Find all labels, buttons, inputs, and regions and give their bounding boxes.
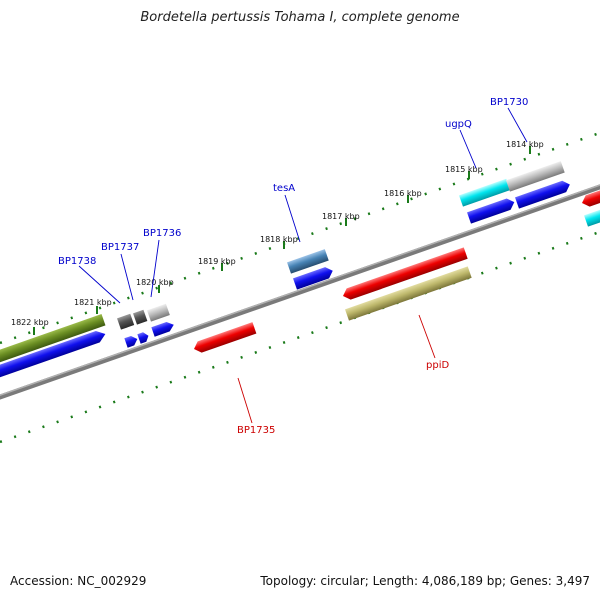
tick-label: 1815 kbp xyxy=(445,165,483,174)
tick-label: 1819 kbp xyxy=(198,257,236,266)
gene-feature-BP1736[interactable] xyxy=(147,303,170,322)
gene-label-BP1735[interactable]: BP1735 xyxy=(237,425,275,436)
outer-tick-track xyxy=(0,113,600,345)
gene-feature-ppiD[interactable] xyxy=(345,266,472,321)
gene-label-BP1736[interactable]: BP1736 xyxy=(143,228,181,239)
gene-feature-blue-BP1730[interactable] xyxy=(515,179,572,209)
map-title: Bordetella pertussis Tohama I, complete … xyxy=(140,10,460,25)
gene-feature-blue-tesA[interactable] xyxy=(293,265,335,290)
gene-label-tesA[interactable]: tesA xyxy=(273,183,295,194)
gene-feature-red-edge[interactable] xyxy=(580,184,600,209)
gene-feature-BP1737[interactable] xyxy=(133,309,148,325)
accession-text: Accession: NC_002929 xyxy=(10,574,147,588)
tick-label: 1818 kbp xyxy=(260,235,298,244)
gene-feature-small-blue-1[interactable] xyxy=(124,334,139,348)
gene-feature-red-large[interactable] xyxy=(341,247,468,301)
gene-label-ppiD[interactable]: ppiD xyxy=(426,360,449,371)
gene-feature-blue-long[interactable] xyxy=(0,328,107,390)
gene-feature-BP1730[interactable] xyxy=(506,161,565,192)
gene-feature-tesA[interactable] xyxy=(287,249,329,274)
label-leaders xyxy=(78,107,528,424)
gene-feature-ugpQ[interactable] xyxy=(459,178,511,207)
gene-feature-BP1738[interactable] xyxy=(117,313,135,330)
gene-feature-cyan-edge[interactable] xyxy=(584,202,600,227)
inner-tick-track xyxy=(0,212,600,444)
tick-label: 1822 kbp xyxy=(11,318,49,327)
gene-feature-small-blue-2[interactable] xyxy=(137,331,150,344)
tick-label: 1820 kbp xyxy=(136,278,174,287)
tick-label: 1816 kbp xyxy=(384,189,422,198)
gene-feature-BP1735[interactable] xyxy=(192,322,257,354)
tick-label: 1817 kbp xyxy=(322,212,360,221)
gene-feature-small-blue-3[interactable] xyxy=(151,320,175,337)
gene-feature-blue-ugpQ[interactable] xyxy=(467,196,516,224)
gene-feature-green[interactable] xyxy=(0,314,106,375)
gene-label-BP1737[interactable]: BP1737 xyxy=(101,242,139,253)
gene-label-ugpQ[interactable]: ugpQ xyxy=(445,119,472,130)
gene-label-BP1730[interactable]: BP1730 xyxy=(490,97,528,108)
genome-backbone xyxy=(0,173,600,403)
gene-label-BP1738[interactable]: BP1738 xyxy=(58,256,96,267)
genome-summary-text: Topology: circular; Length: 4,086,189 bp… xyxy=(260,574,590,588)
tick-label: 1821 kbp xyxy=(74,298,112,307)
tick-label: 1814 kbp xyxy=(506,140,544,149)
